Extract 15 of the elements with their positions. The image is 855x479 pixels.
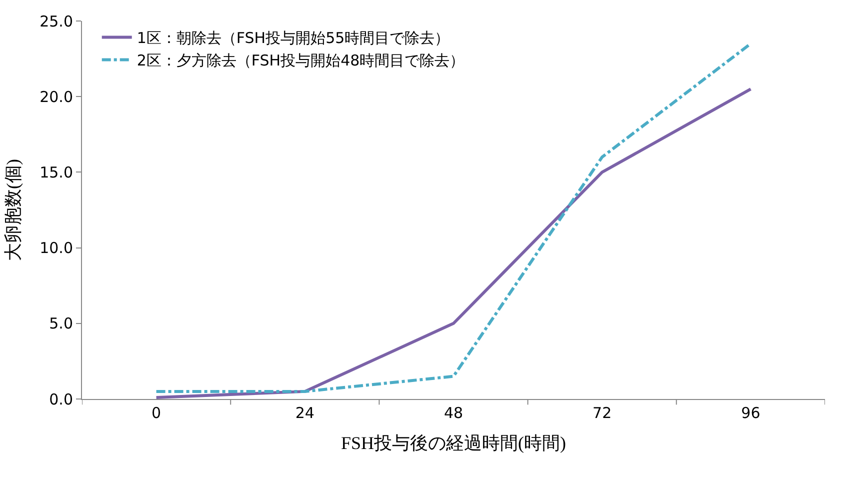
x-tick-label: 0 [152, 404, 162, 422]
y-tick-label: 20.0 [40, 88, 73, 106]
y-axis-title: 大卵胞数(個) [2, 159, 23, 261]
x-tick-label: 48 [444, 404, 464, 422]
y-tick-label: 0.0 [49, 390, 73, 408]
y-tick-label: 5.0 [49, 314, 73, 333]
x-axis-title: FSH投与後の経過時間(時間) [340, 433, 566, 454]
legend-label: 1区：朝除去（FSH投与開始55時間目で除去） [136, 29, 450, 48]
legend-label: 2区：夕方除去（FSH投与開始48時間目で除去） [136, 52, 465, 70]
x-tick-label: 96 [741, 404, 760, 422]
y-tick-label: 15.0 [40, 163, 73, 182]
y-tick-label: 10.0 [40, 239, 73, 258]
y-tick-label: 25.0 [40, 12, 73, 30]
x-tick-label: 72 [592, 404, 612, 422]
x-tick-label: 24 [295, 404, 314, 422]
